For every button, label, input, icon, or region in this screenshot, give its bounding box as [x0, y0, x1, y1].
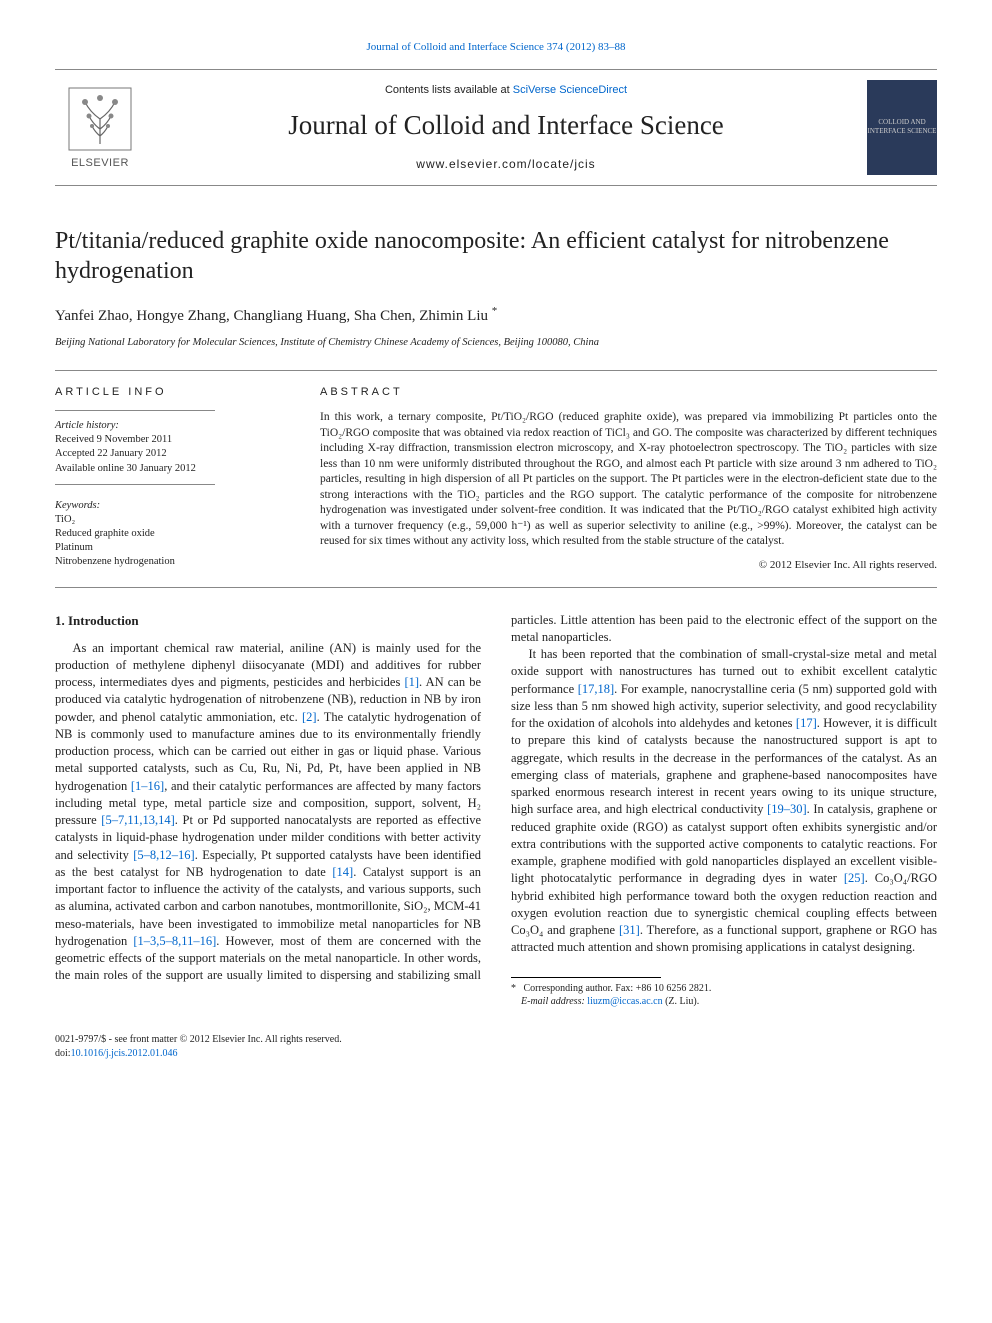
ref-link[interactable]: [5–7,11,13,14] — [101, 813, 175, 827]
affiliation: Beijing National Laboratory for Molecula… — [55, 336, 937, 350]
journal-header: ELSEVIER Contents lists available at Sci… — [55, 69, 937, 186]
doi-line: doi:10.1016/j.jcis.2012.01.046 — [55, 1047, 937, 1061]
history-label: Article history: — [55, 419, 285, 433]
corresponding-footnote: * Corresponding author. Fax: +86 10 6256… — [511, 982, 937, 996]
footnote-rule — [511, 977, 661, 978]
ref-link[interactable]: [1] — [404, 675, 419, 689]
info-rule — [55, 484, 215, 485]
ref-link[interactable]: [17] — [796, 716, 817, 730]
ref-link[interactable]: [25] — [844, 871, 865, 885]
ref-link[interactable]: [19–30] — [767, 802, 807, 816]
ref-link[interactable]: [31] — [619, 923, 640, 937]
elsevier-tree-icon — [65, 84, 135, 154]
ref-link[interactable]: [17,18] — [578, 682, 614, 696]
sciencedirect-link[interactable]: SciVerse ScienceDirect — [513, 84, 627, 96]
ref-link[interactable]: [1–16] — [131, 779, 164, 793]
history-received: Received 9 November 2011 — [55, 433, 285, 447]
authors-line: Yanfei Zhao, Hongye Zhang, Changliang Hu… — [55, 304, 937, 326]
keyword: Reduced graphite oxide — [55, 527, 285, 541]
publisher-name: ELSEVIER — [71, 156, 129, 171]
ref-link[interactable]: [14] — [332, 865, 353, 879]
section-heading-introduction: 1. Introduction — [55, 612, 481, 630]
article-info: article info Article history: Received 9… — [55, 385, 285, 572]
doi-link[interactable]: 10.1016/j.jcis.2012.01.046 — [71, 1048, 178, 1059]
journal-cover-thumbnail: COLLOID AND INTERFACE SCIENCE — [867, 80, 937, 175]
ref-link[interactable]: [2] — [302, 710, 317, 724]
info-abstract-row: article info Article history: Received 9… — [55, 370, 937, 587]
ref-link[interactable]: [5–8,12–16] — [133, 848, 194, 862]
header-center: Contents lists available at SciVerse Sci… — [161, 83, 851, 172]
abstract-heading: abstract — [320, 385, 937, 400]
page-footer: 0021-9797/$ - see front matter © 2012 El… — [55, 1033, 937, 1060]
history-online: Available online 30 January 2012 — [55, 462, 285, 476]
abstract-copyright: © 2012 Elsevier Inc. All rights reserved… — [320, 558, 937, 573]
footnote-text: Corresponding author. Fax: +86 10 6256 2… — [524, 983, 712, 994]
info-rule — [55, 410, 215, 411]
contents-prefix: Contents lists available at — [385, 84, 513, 96]
keyword: Platinum — [55, 541, 285, 555]
keyword: TiO₂ — [55, 513, 285, 527]
contents-line: Contents lists available at SciVerse Sci… — [161, 83, 851, 98]
ref-link[interactable]: [1–3,5–8,11–16] — [133, 934, 216, 948]
issn-line: 0021-9797/$ - see front matter © 2012 El… — [55, 1033, 937, 1047]
body-paragraph: It has been reported that the combinatio… — [511, 646, 937, 957]
keyword: Nitrobenzene hydrogenation — [55, 555, 285, 569]
footnote-marker-icon: * — [511, 982, 521, 996]
info-heading: article info — [55, 385, 285, 400]
abstract: abstract In this work, a ternary composi… — [320, 385, 937, 572]
cover-caption: COLLOID AND INTERFACE SCIENCE — [867, 118, 937, 137]
email-footnote: E-mail address: liuzm@iccas.ac.cn (Z. Li… — [511, 995, 937, 1009]
journal-url[interactable]: www.elsevier.com/locate/jcis — [161, 156, 851, 172]
body-text: 1. Introduction As an important chemical… — [55, 612, 937, 1010]
email-link[interactable]: liuzm@iccas.ac.cn — [587, 996, 662, 1007]
email-label: E-mail address: — [521, 996, 585, 1007]
article-title: Pt/titania/reduced graphite oxide nanoco… — [55, 226, 937, 286]
publisher-logo: ELSEVIER — [55, 82, 145, 172]
keywords-label: Keywords: — [55, 499, 285, 513]
citation-header: Journal of Colloid and Interface Science… — [55, 40, 937, 55]
journal-name: Journal of Colloid and Interface Science — [161, 107, 851, 143]
authors: Yanfei Zhao, Hongye Zhang, Changliang Hu… — [55, 308, 488, 324]
corresponding-marker-icon: * — [492, 305, 498, 317]
citation-link[interactable]: Journal of Colloid and Interface Science… — [366, 41, 625, 53]
abstract-text: In this work, a ternary composite, Pt/Ti… — [320, 410, 937, 550]
doi-label: doi: — [55, 1048, 71, 1059]
history-accepted: Accepted 22 January 2012 — [55, 447, 285, 461]
email-attribution: (Z. Liu). — [665, 996, 699, 1007]
